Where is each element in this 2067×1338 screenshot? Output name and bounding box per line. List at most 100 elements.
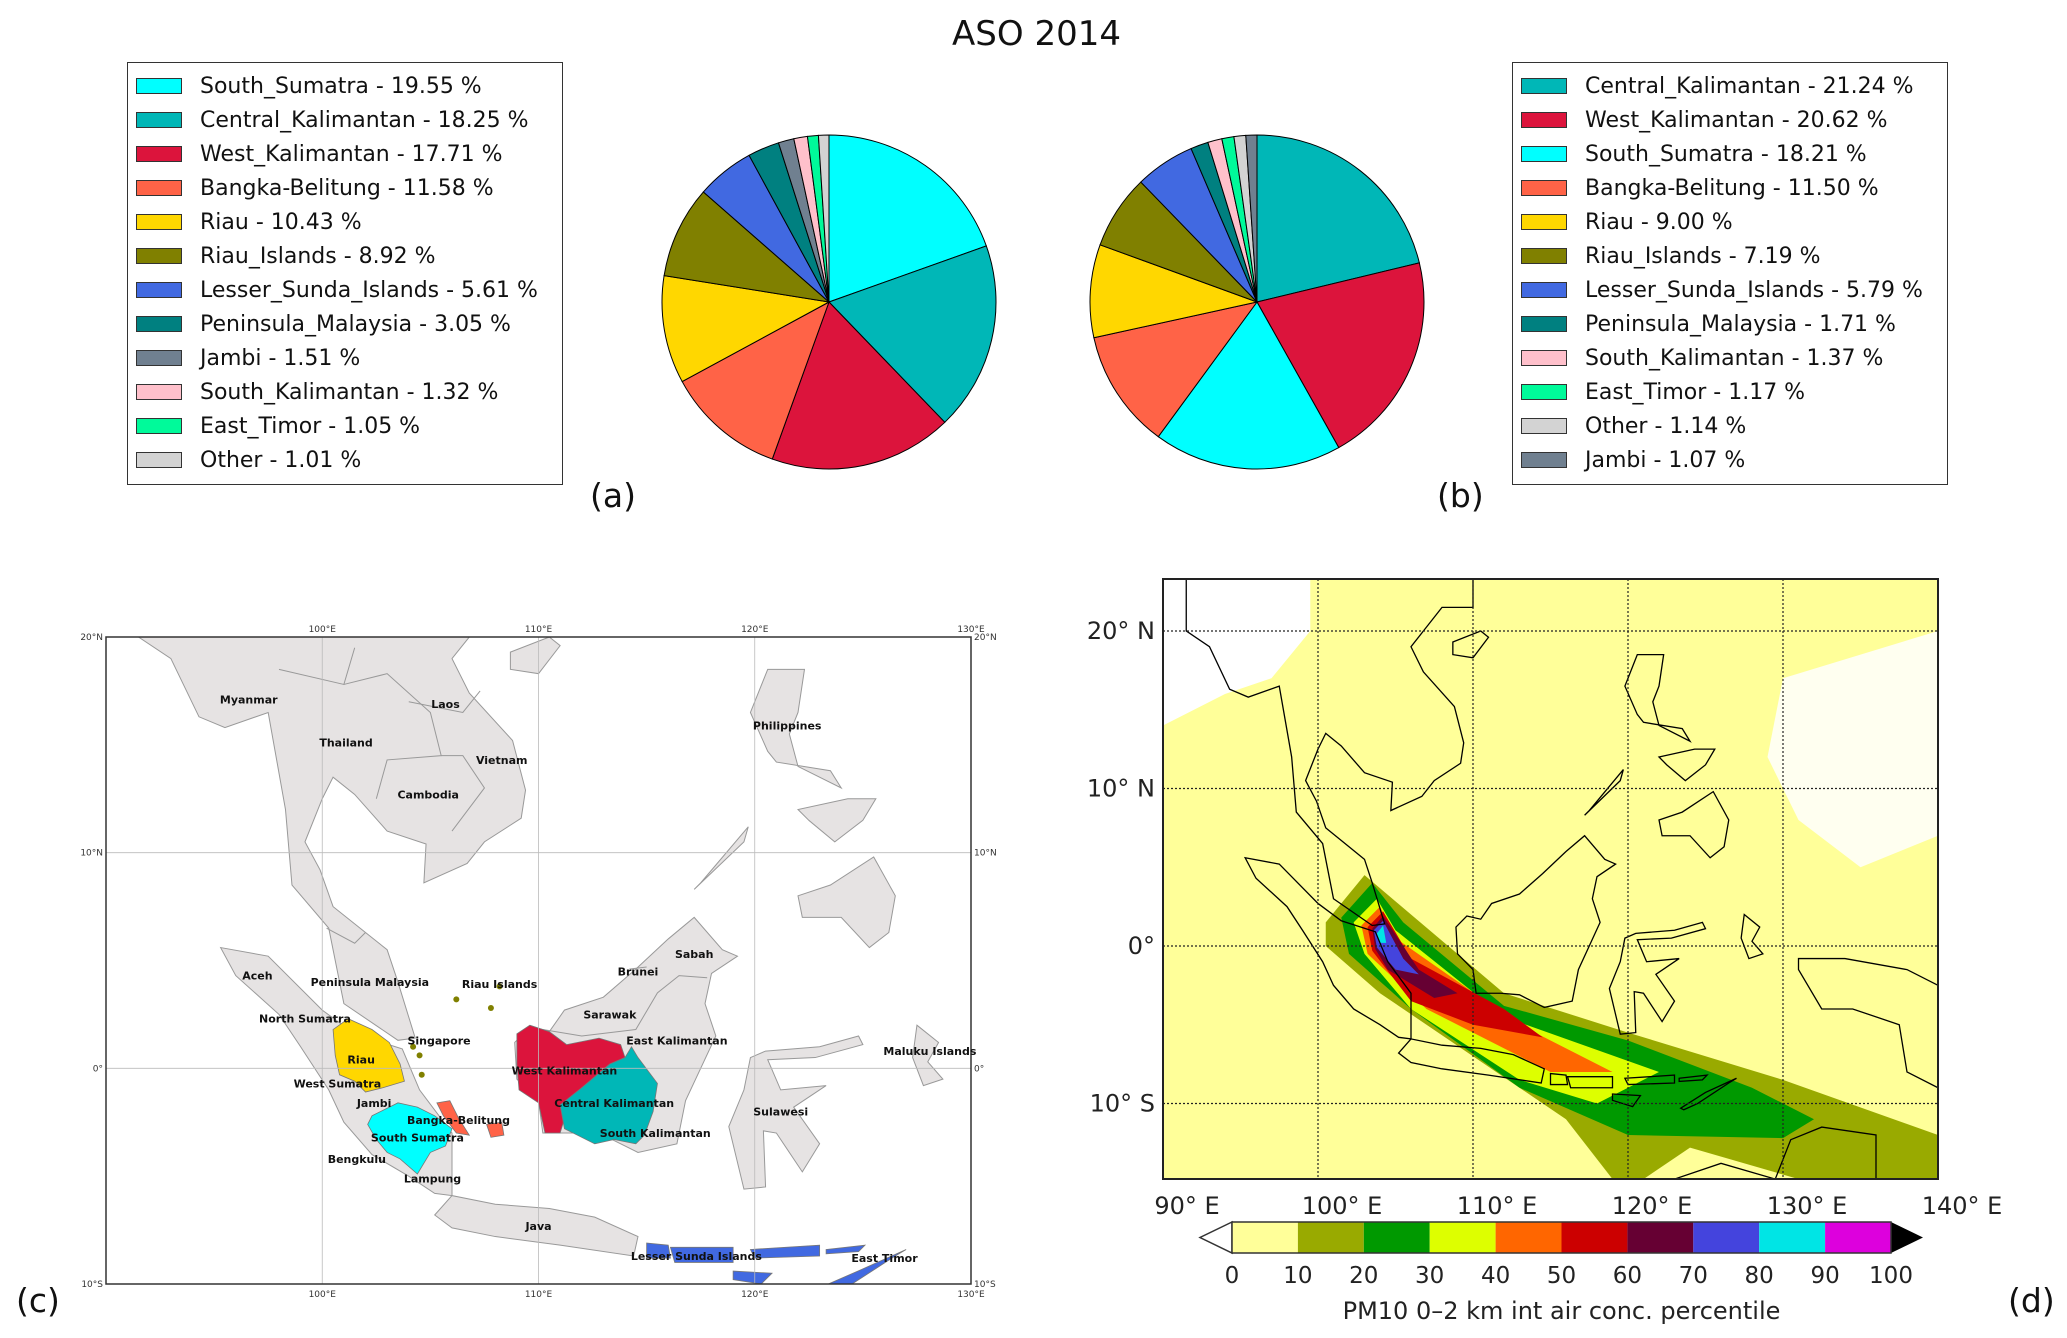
region-riau-islands	[487, 1004, 494, 1011]
legend-entry: Lesser_Sunda_Islands - 5.61 %	[128, 273, 562, 307]
below-range-area	[1767, 630, 1938, 868]
place-label: Riau Islands	[462, 978, 538, 991]
place-label: Laos	[431, 698, 460, 711]
legend-swatch	[136, 146, 182, 162]
place-label: South Kalimantan	[600, 1127, 711, 1140]
legend-swatch	[136, 282, 182, 298]
panel-label-d: (d)	[2008, 1281, 2055, 1320]
border-line	[408, 690, 481, 714]
pie-slice-other	[817, 134, 830, 303]
place-label: Bengkulu	[328, 1153, 386, 1166]
colorbar-segment	[1759, 1222, 1826, 1253]
pie-slice-central_kalimantan	[1256, 134, 1420, 303]
colorbar-label: PM10 0–2 km int air conc. percentile	[1343, 1297, 1781, 1325]
lat-tick-label: 10° S	[1090, 1089, 1155, 1117]
legend-entry: East_Timor - 1.17 %	[1513, 375, 1947, 409]
legend-entry: West_Kalimantan - 17.71 %	[128, 137, 562, 171]
pie-slice-jambi	[1245, 134, 1258, 303]
colorbar-segment	[1495, 1222, 1562, 1253]
legend-entry: Peninsula_Malaysia - 1.71 %	[1513, 307, 1947, 341]
legend-label: Jambi - 1.07 %	[1585, 447, 1746, 473]
map-frame	[1162, 578, 1939, 1180]
place-label: Maluku Islands	[883, 1045, 976, 1058]
legend-swatch	[136, 78, 182, 94]
place-label: Sabah	[675, 948, 713, 961]
place-label: Sulawesi	[753, 1105, 808, 1118]
region-riau-islands	[453, 996, 460, 1003]
panel-label-b: (b)	[1437, 476, 1484, 515]
pie-chart-a	[661, 134, 997, 470]
legend-label: South_Kalimantan - 1.37 %	[1585, 345, 1884, 371]
coastlines	[1185, 579, 1938, 1179]
region-south-sumatra	[367, 1102, 453, 1175]
legend-swatch	[1521, 418, 1567, 434]
lon-tick-bottom: 120°E	[741, 1290, 769, 1300]
pie-slice-west_kalimantan	[771, 301, 946, 470]
legend-swatch	[136, 214, 182, 230]
place-label: Cambodia	[397, 788, 458, 801]
colorbar-tick-label: 80	[1745, 1263, 1774, 1289]
border-line	[441, 755, 486, 832]
lat-tick-left: 10°S	[81, 1280, 103, 1290]
place-label: Bangka-Belitung	[407, 1114, 510, 1127]
land-mindanao	[797, 856, 896, 949]
legend-swatch	[1521, 248, 1567, 264]
legend-swatch	[1521, 384, 1567, 400]
lat-tick-label: 10° N	[1087, 774, 1155, 802]
legend-entry: Lesser_Sunda_Islands - 5.79 %	[1513, 273, 1947, 307]
below-range-area	[1163, 579, 1311, 726]
colorbar-tick-label: 40	[1481, 1263, 1510, 1289]
legend-entry: Riau_Islands - 7.19 %	[1513, 239, 1947, 273]
place-label: Singapore	[407, 1034, 470, 1047]
legend-label: Lesser_Sunda_Islands - 5.61 %	[200, 277, 538, 303]
lat-tick-right: 20°N	[974, 633, 997, 643]
pie-slice-central_kalimantan	[828, 245, 997, 424]
lon-tick-bottom: 100°E	[309, 1290, 337, 1300]
colorbar-over-arrow	[1891, 1222, 1923, 1253]
lon-tick-label: 130° E	[1767, 1192, 1848, 1220]
place-label: Brunei	[618, 965, 659, 978]
legend-entry: Other - 1.14 %	[1513, 409, 1947, 443]
region-lesser-sunda	[646, 1242, 671, 1259]
panel-label-c: (c)	[16, 1281, 60, 1320]
colorbar-tick-label: 20	[1349, 1263, 1378, 1289]
legend-swatch	[136, 316, 182, 332]
border-line	[629, 966, 647, 970]
colorbar-segment	[1693, 1222, 1760, 1253]
legend-label: South_Sumatra - 19.55 %	[200, 73, 482, 99]
legend-swatch	[1521, 350, 1567, 366]
place-label: Peninsula Malaysia	[311, 976, 430, 989]
legend-swatch	[1521, 180, 1567, 196]
region-lesser-sunda	[669, 1246, 734, 1263]
legend-entry: Bangka-Belitung - 11.50 %	[1513, 171, 1947, 205]
lon-tick-bottom: 130°E	[957, 1290, 985, 1300]
legend-swatch	[1521, 316, 1567, 332]
legend-swatch	[136, 180, 182, 196]
legend-swatch	[136, 248, 182, 264]
legend-label: Riau - 9.00 %	[1585, 209, 1733, 235]
pie-charts	[661, 134, 1425, 470]
colorbar-tick-label: 60	[1613, 1263, 1642, 1289]
legend-entry: Bangka-Belitung - 11.58 %	[128, 171, 562, 205]
legend-entry: East_Timor - 1.05 %	[128, 409, 562, 443]
map-frame	[105, 636, 972, 1285]
colorbar-segment	[1363, 1222, 1430, 1253]
colorbar-segment	[1825, 1222, 1891, 1253]
place-label: Lampung	[404, 1172, 461, 1185]
region-riau-islands	[418, 1071, 425, 1078]
legend-swatch	[1521, 146, 1567, 162]
lon-tick-top: 100°E	[309, 625, 337, 635]
place-label: Vietnam	[476, 754, 528, 767]
place-label: North Sumatra	[259, 1013, 351, 1026]
land-halmahera	[912, 1024, 944, 1087]
region-lesser-sunda	[825, 1244, 867, 1255]
place-label: Myanmar	[220, 694, 278, 707]
lon-tick-top: 110°E	[525, 625, 553, 635]
legend-label: Jambi - 1.51 %	[200, 345, 361, 371]
legend-swatch	[136, 418, 182, 434]
legend-label: West_Kalimantan - 20.62 %	[1585, 107, 1888, 133]
legend-entry: South_Sumatra - 19.55 %	[128, 69, 562, 103]
legend-label: Bangka-Belitung - 11.58 %	[200, 175, 494, 201]
lat-tick-left: 20°N	[80, 633, 103, 643]
concentration-band-2	[1341, 882, 1814, 1139]
